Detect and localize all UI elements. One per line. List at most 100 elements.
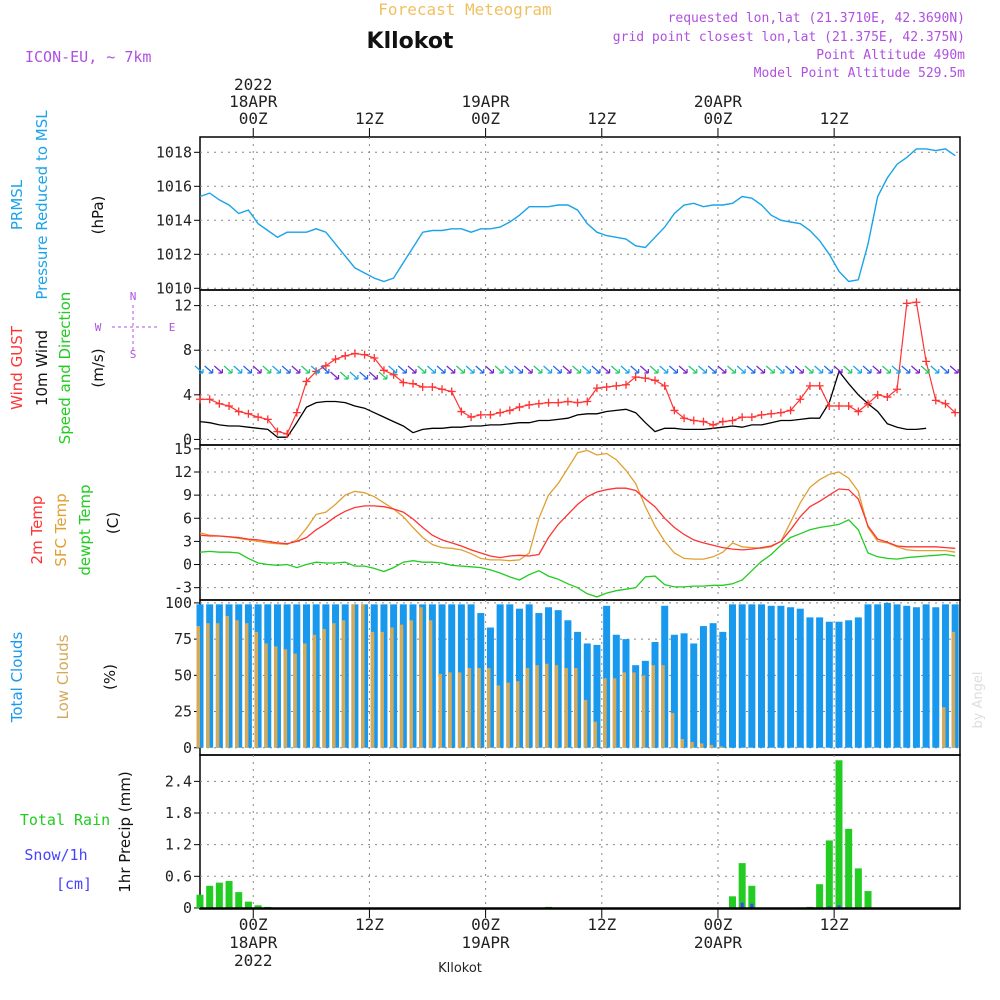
y-tick-label: 0.6 [165,867,192,885]
wind-direction-arrow [949,365,959,374]
wind-direction-arrow [668,365,678,374]
low-cloud-bar [564,668,568,748]
total-cloud-bar [941,604,949,748]
wind-direction-arrow [339,371,349,380]
y-tick-label: 8 [183,341,192,359]
gust-marker [602,383,611,392]
y-tick-label: 1018 [156,143,192,161]
low-cloud-bar [370,631,375,748]
gust-marker [525,400,534,409]
wind-dir-label: Speed and Direction [56,292,74,445]
low-cloud-bar [496,685,501,748]
snow-label: Snow/1h [24,846,87,864]
wind-direction-arrow [523,365,533,374]
y-tick-label: 6 [183,509,192,527]
gust-marker [457,407,466,416]
total-cloud-bar [593,644,601,748]
location-title: Kllokot [367,29,454,54]
total-cloud-bar [699,626,707,748]
low-cloud-bar [603,678,607,748]
low-cloud-bar [670,712,675,748]
wind-direction-arrow [204,365,214,374]
wind-direction-arrow [407,365,417,374]
gust-marker [496,408,505,417]
clouds-unit: (%) [101,664,119,690]
total-cloud-bar [922,604,930,748]
wind-direction-arrow [785,365,795,374]
wind-direction-arrow [736,365,746,374]
total-cloud-bar [767,605,775,748]
total-cloud-bar [690,643,698,748]
compass-w: W [95,321,102,334]
wind-direction-arrow [940,365,950,374]
requested-coords: requested lon,lat (21.3710E, 42.3690N) [668,11,965,26]
wind-direction-arrow [717,365,727,374]
gust-marker [757,410,766,419]
wind-direction-arrow [301,365,311,374]
pressure-unit: (hPa) [89,196,107,235]
low-cloud-bar [351,604,355,748]
wind-direction-arrow [436,365,446,374]
gust-marker [796,395,805,404]
wind-direction-arrow [581,365,591,374]
wind-direction-arrow [746,365,756,374]
wind-direction-arrow [514,365,524,374]
y-tick-label: -3 [174,579,192,597]
wind-direction-arrow [649,365,659,374]
gust-marker [273,427,282,436]
gust-marker [544,398,553,407]
footer-location: Kllokot [438,961,482,976]
watermark: by Angel [971,671,986,728]
y-tick-label: 100 [165,594,192,612]
low-cloud-bar [632,672,636,748]
rain-bar [835,760,843,908]
gust-marker [447,387,456,396]
low-cloud-bar [612,678,617,748]
wind10m-label: 10m Wind [33,330,51,406]
wind-direction-arrow [852,365,862,374]
wind-direction-arrow [920,365,930,374]
rain-bar [225,881,233,908]
total-cloud-bar [603,605,611,748]
prmsl-label: PRMSL [8,179,26,230]
gust-marker [428,383,437,392]
model-label: ICON-EU, ~ 7km [25,48,151,66]
gust-marker [573,398,582,407]
wind-direction-arrow [804,365,814,374]
gust-marker [438,385,447,394]
gust-marker [254,413,263,422]
gust-marker [379,366,388,375]
y-tick-label: 15 [174,440,192,458]
gust-marker [786,406,795,415]
wind-direction-arrow [610,365,620,374]
low-cloud-bar [225,615,230,748]
gust-marker [912,298,921,307]
y-tick-label: 50 [174,666,192,684]
y-tick-label: 1014 [156,211,192,229]
compass-n: N [130,290,137,303]
gust-marker [350,349,359,358]
wind-direction-arrow [659,365,669,374]
low-clouds-label: Low Clouds [54,634,72,719]
gust-marker [263,415,272,424]
low-cloud-bar [341,620,346,748]
low-cloud-bar [332,623,336,748]
bottom-time-label: 00Z [704,915,733,934]
snow-unit-label: [cm] [56,875,92,893]
low-cloud-bar [409,620,413,748]
gust-marker [534,399,543,408]
total-cloud-bar [506,604,514,748]
gust-marker [844,401,853,410]
total-cloud-bar [816,617,824,748]
snow-bar [740,902,744,908]
dewpt-line [199,519,956,598]
low-cloud-bar [244,623,249,748]
rain-label: Total Rain [20,811,110,829]
gust-marker [815,381,824,390]
wind-direction-arrow [465,365,475,374]
gust-marker [670,406,679,415]
low-cloud-bar [661,665,665,748]
total-cloud-bar [883,602,891,748]
top-time-label: 12Z [587,109,616,128]
total-cloud-bar [758,604,766,748]
